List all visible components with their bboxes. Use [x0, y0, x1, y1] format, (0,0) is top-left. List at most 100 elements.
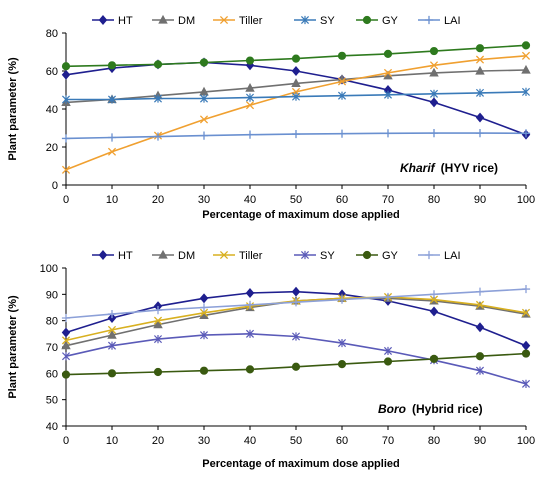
data-point-gy — [153, 60, 163, 69]
data-point-sy — [475, 88, 485, 97]
y-tick-label: 100 — [40, 263, 58, 275]
data-point-sy — [107, 341, 117, 350]
data-point-gy — [521, 41, 531, 50]
data-point-dm — [245, 82, 255, 92]
x-tick-label: 70 — [382, 435, 394, 447]
x-tick-label: 40 — [244, 194, 256, 206]
annotation-italic: Kharif — [400, 161, 436, 175]
x-tick-label: 60 — [336, 194, 348, 206]
x-tick-label: 80 — [428, 435, 440, 447]
data-point-gy — [383, 49, 393, 59]
x-tick-label: 80 — [428, 194, 440, 206]
data-point-ht — [521, 340, 531, 351]
data-point-tiller — [199, 115, 209, 124]
data-point-sy — [245, 329, 255, 338]
series-sy — [61, 329, 531, 388]
data-point-dm — [61, 340, 71, 350]
y-tick-label: 20 — [46, 142, 58, 154]
data-point-lai — [337, 295, 347, 304]
x-tick-label: 100 — [517, 194, 535, 206]
data-point-gy — [475, 44, 485, 53]
data-point-sy — [475, 366, 485, 375]
data-point-sy — [61, 95, 71, 104]
data-point-gy — [475, 352, 485, 361]
data-point-tiller — [429, 61, 439, 70]
legend-item-ht: HT — [92, 250, 133, 262]
y-tick-label: 90 — [46, 289, 58, 301]
data-point-sy — [245, 93, 255, 102]
x-tick-label: 20 — [152, 435, 164, 447]
series-gy — [61, 41, 531, 71]
data-point-sy — [291, 92, 301, 101]
legend-label: LAI — [444, 15, 461, 27]
data-point-sy — [429, 89, 439, 98]
y-tick-label: 40 — [46, 421, 58, 433]
data-point-gy — [245, 365, 255, 374]
data-point-gy — [521, 349, 531, 358]
data-point-gy — [291, 362, 301, 371]
data-point-tiller — [521, 51, 531, 60]
data-point-gy — [291, 54, 301, 63]
legend-marker — [362, 15, 372, 25]
annotation-rest: (Hybrid rice) — [412, 402, 483, 416]
legend-label: GY — [382, 250, 399, 262]
legend-item-gy: GY — [356, 250, 399, 262]
y-axis-label: Plant parameter (%) — [7, 295, 19, 399]
data-point-tiller — [107, 147, 117, 156]
legend-item-tiller: Tiller — [213, 250, 263, 262]
legend-label: Tiller — [239, 250, 263, 262]
legend-item-lai: LAI — [418, 250, 461, 262]
legend-item-sy: SY — [294, 15, 335, 27]
data-point-ht — [61, 69, 71, 80]
y-tick-label: 40 — [46, 104, 58, 116]
data-point-dm — [153, 319, 163, 329]
legend-label: GY — [382, 15, 399, 27]
data-point-gy — [61, 62, 71, 71]
data-point-tiller — [61, 165, 71, 174]
data-point-gy — [245, 56, 255, 65]
y-axis-label: Plant parameter (%) — [7, 57, 19, 161]
y-tick-label: 70 — [46, 342, 58, 354]
x-tick-label: 10 — [106, 194, 118, 206]
x-tick-label: 40 — [244, 435, 256, 447]
data-point-tiller — [61, 336, 71, 345]
x-tick-label: 0 — [63, 194, 69, 206]
data-point-dm — [475, 65, 485, 75]
x-tick-label: 90 — [474, 435, 486, 447]
data-point-gy — [337, 51, 347, 60]
data-point-sy — [383, 346, 393, 356]
data-point-sy — [153, 94, 163, 103]
x-tick-label: 0 — [63, 435, 69, 447]
legend-label: SY — [320, 15, 335, 27]
data-point-gy — [107, 61, 117, 70]
data-point-lai — [61, 313, 71, 323]
legend-label: DM — [178, 250, 195, 262]
legend-label: DM — [178, 15, 195, 27]
series-tiller — [61, 51, 531, 174]
data-point-tiller — [153, 316, 163, 325]
data-point-gy — [429, 46, 439, 56]
data-point-lai — [199, 131, 209, 140]
data-point-ht — [475, 112, 485, 123]
legend-marker — [98, 15, 108, 25]
series-line-sy — [65, 332, 527, 385]
data-point-lai — [475, 287, 485, 296]
legend-marker — [424, 250, 434, 260]
data-point-tiller — [245, 101, 255, 110]
data-point-tiller — [337, 77, 347, 86]
chart-annotation: Boro (Hybrid rice) — [378, 402, 483, 416]
x-tick-label: 10 — [106, 435, 118, 447]
data-point-tiller — [475, 55, 485, 64]
data-point-gy — [429, 354, 439, 363]
y-tick-label: 50 — [46, 395, 58, 407]
data-point-gy — [199, 366, 209, 375]
data-point-tiller — [107, 325, 117, 334]
data-point-lai — [245, 300, 255, 309]
data-point-lai — [291, 298, 301, 307]
y-tick-label: 80 — [46, 28, 58, 40]
data-point-dm — [107, 330, 117, 339]
data-point-sy — [337, 91, 347, 100]
data-point-ht — [199, 293, 209, 304]
data-point-tiller — [429, 295, 439, 304]
